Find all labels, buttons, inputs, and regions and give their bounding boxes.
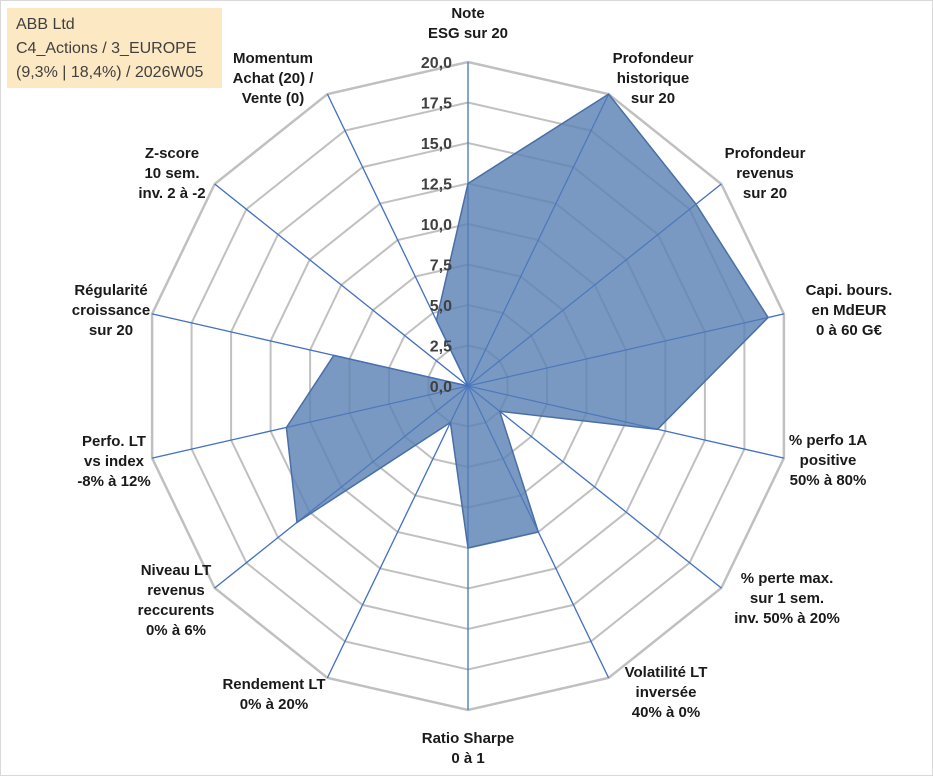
axis-label: Rendement LT: [222, 676, 325, 693]
axis-label: historique: [617, 70, 690, 87]
axis-label: ESG sur 20: [428, 25, 508, 42]
info-box: ABB Ltd C4_Actions / 3_EUROPE (9,3% | 18…: [7, 8, 222, 88]
axis-label: Vente (0): [242, 90, 305, 107]
axis-label: 40% à 0%: [632, 704, 700, 721]
axis-label: sur 20: [631, 90, 675, 107]
axis-spoke-overlay: [467, 385, 722, 589]
tick-label: 5,0: [430, 298, 452, 315]
tick-label: 17,5: [421, 96, 452, 113]
axis-label: sur 20: [743, 185, 787, 202]
info-period: (9,3% | 18,4%) / 2026W05: [16, 64, 204, 81]
axis-spoke-overlay: [467, 313, 785, 387]
axis-label: Ratio Sharpe: [422, 730, 515, 747]
axis-label: Z-score: [145, 145, 199, 162]
axis-label: Achat (20) /: [233, 70, 315, 87]
axis-spoke-overlay: [326, 385, 469, 679]
axis-spoke-overlay: [326, 93, 469, 387]
axis-label: Profondeur: [613, 50, 694, 67]
tick-label: 0,0: [430, 379, 452, 396]
tick-label: 12,5: [421, 177, 452, 194]
tick-label: 15,0: [421, 136, 452, 153]
axis-spoke-overlay: [151, 313, 469, 387]
axis-label: Volatilité LT: [625, 664, 708, 681]
axis-spoke-overlay: [467, 385, 785, 459]
axis-label: 0% à 6%: [146, 622, 206, 639]
axis-label: 0% à 20%: [240, 696, 308, 713]
axis-label: Momentum: [233, 50, 313, 67]
tick-label: 2,5: [430, 339, 452, 356]
axis-label: -8% à 12%: [77, 473, 150, 490]
axis-label: Niveau LT: [141, 562, 212, 579]
tick-label: 20,0: [421, 55, 452, 72]
tick-label: 7,5: [430, 258, 452, 275]
axis-label: Note: [451, 5, 484, 22]
axis-label: Régularité: [74, 282, 147, 299]
tick-label: 10,0: [421, 217, 452, 234]
axis-label: 50% à 80%: [790, 472, 867, 489]
axis-label: sur 20: [89, 322, 133, 339]
axis-spoke-overlay: [151, 385, 469, 459]
info-company: ABB Ltd: [16, 16, 75, 33]
axis-label: vs index: [84, 453, 145, 470]
axis-label: sur 1 sem.: [750, 590, 824, 607]
axis-spoke-overlay: [467, 385, 610, 679]
axis-label: Perfo. LT: [82, 433, 146, 450]
axis-label: inv. 2 à -2: [138, 185, 205, 202]
info-category: C4_Actions / 3_EUROPE: [16, 40, 197, 57]
axis-label: reccurents: [138, 602, 215, 619]
axis-label: % perte max.: [741, 570, 834, 587]
axis-label: inversée: [636, 684, 697, 701]
axis-label: positive: [800, 452, 857, 469]
axis-spoke-overlay: [214, 385, 469, 589]
axis-label: Profondeur: [725, 145, 806, 162]
axis-spoke-overlay: [467, 93, 610, 387]
axis-label: % perfo 1A: [789, 432, 868, 449]
axis-label: revenus: [147, 582, 205, 599]
axis-label: croissance: [72, 302, 150, 319]
axis-spoke-overlay: [214, 183, 469, 387]
axis-label: Capi. bours.: [806, 282, 893, 299]
axis-label: revenus: [736, 165, 794, 182]
axis-label: inv. 50% à 20%: [734, 610, 840, 627]
axis-label: 0 à 1: [451, 750, 484, 767]
axis-label: 10 sem.: [144, 165, 199, 182]
axis-label: 0 à 60 G€: [816, 322, 883, 339]
axis-label: en MdEUR: [812, 302, 887, 319]
axis-spoke-overlay: [467, 183, 722, 387]
